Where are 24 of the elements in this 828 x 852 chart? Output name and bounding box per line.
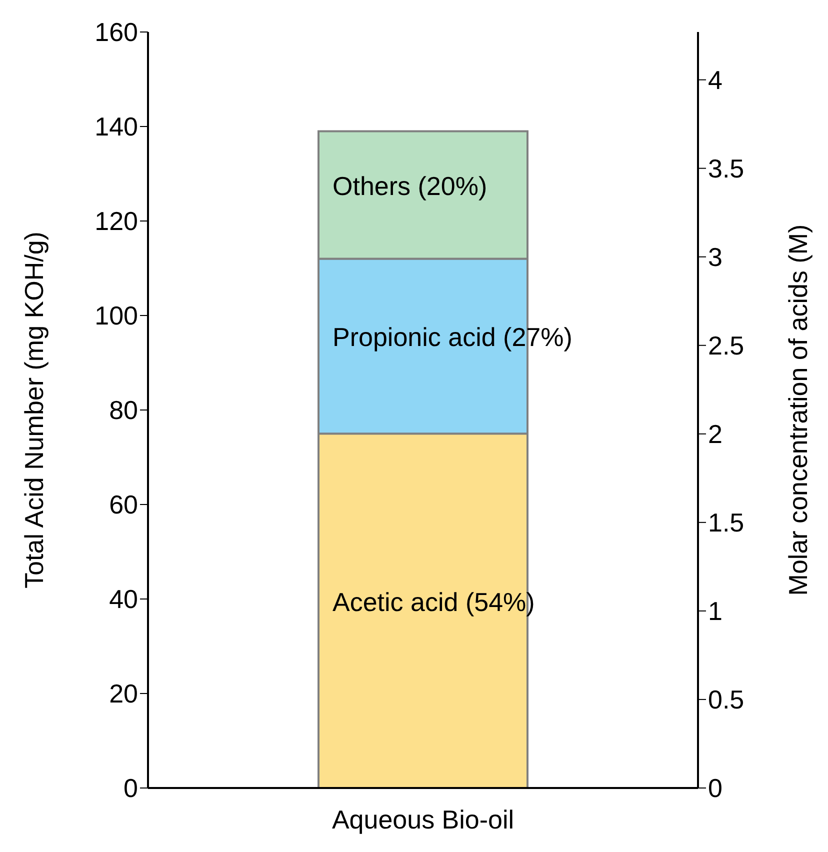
x-tick-label: Aqueous Bio-oil [332, 804, 514, 834]
y-tick-label: 40 [109, 584, 138, 614]
y-tick-label: 160 [94, 17, 138, 48]
y-tick-label: 20 [109, 678, 138, 709]
y2-tick-label: 0 [708, 773, 722, 804]
y2-tick-label: 1 [708, 596, 722, 626]
y-tick-label: 140 [94, 112, 138, 142]
y-tick-label: 0 [124, 773, 138, 804]
y2-tick-label: 2.5 [708, 330, 744, 361]
series-label: Others (20%) [332, 171, 488, 202]
y2-tick-label: 4 [708, 65, 722, 96]
y-axis-title: Total Acid Number (mg KOH/g) [19, 232, 50, 588]
y-tick-label: 80 [109, 395, 138, 426]
y2-tick-label: 2 [708, 419, 722, 450]
y2-tick-label: 3.5 [708, 154, 744, 184]
y-tick-label: 120 [94, 206, 138, 236]
y2-tick-label: 1.5 [708, 508, 744, 538]
y2-axis-title: Molar concentration of acids (M) [783, 224, 814, 596]
y-tick-label: 60 [109, 490, 138, 520]
y2-tick-label: 0.5 [708, 684, 744, 715]
y2-tick-label: 3 [708, 242, 722, 272]
y-tick-label: 100 [94, 300, 138, 331]
series-label: Propionic acid (27%) [332, 322, 572, 352]
series-label: Acetic acid (54%) [332, 586, 535, 617]
